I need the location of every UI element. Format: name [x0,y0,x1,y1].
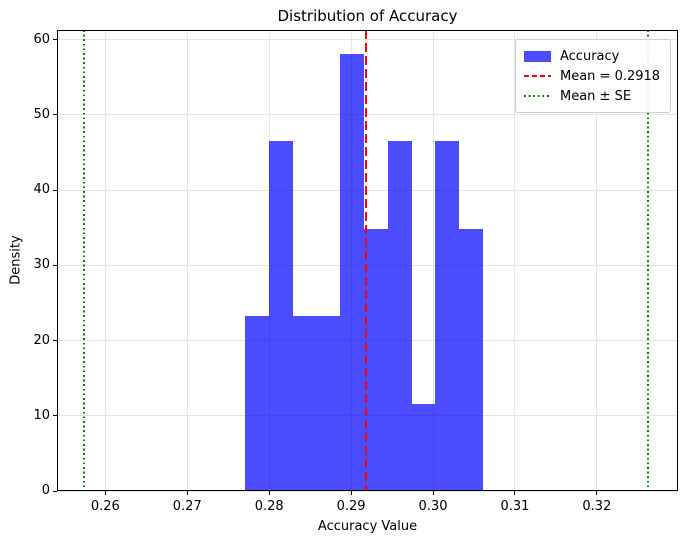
x-tick [432,491,434,495]
legend-swatch-accuracy-icon [524,50,551,62]
x-tick-label: 0.29 [336,499,366,514]
x-gridline [514,30,516,491]
histogram-bar [340,53,365,491]
y-tick [53,340,57,342]
y-gridline [57,189,678,191]
y-tick-label: 30 [33,257,50,273]
histogram-bar [245,316,270,491]
y-tick [53,490,57,492]
histogram-bar [459,228,483,491]
histogram-bar [387,141,412,491]
legend-entry-accuracy: Accuracy [524,46,660,66]
x-gridline [596,30,598,491]
legend-entry-mean: Mean = 0.2918 [524,66,660,86]
legend-dotted-line-icon [524,95,551,97]
y-tick [53,39,57,41]
x-tick [350,491,352,495]
x-tick [514,491,516,495]
y-tick-label: 60 [33,31,50,47]
se-line [83,30,86,491]
legend-entry-se: Mean ± SE [524,86,660,106]
legend-label: Mean = 0.2918 [560,68,661,84]
x-tick [596,491,598,495]
legend-label: Mean ± SE [560,88,632,104]
x-tick [186,491,188,495]
x-tick-label: 0.26 [90,499,120,514]
y-gridline [57,490,678,492]
y-tick-label: 20 [33,332,50,348]
y-tick [53,114,57,116]
histogram-bar [269,141,293,491]
histogram-bar [292,316,317,491]
y-tick-label: 50 [33,106,50,122]
x-axis-label: Accuracy Value [317,519,418,534]
legend: Accuracy Mean = 0.2918 Mean ± SE [515,39,672,113]
x-tick-label: 0.30 [418,499,448,514]
x-tick-label: 0.32 [582,499,612,514]
y-tick-label: 0 [41,483,50,498]
x-tick-label: 0.31 [500,499,530,514]
legend-dashed-line-icon [524,75,551,77]
y-tick [53,264,57,266]
x-gridline [104,30,106,491]
mean-line [364,30,367,491]
x-tick [104,491,106,495]
y-tick [53,415,57,417]
y-tick-label: 10 [33,407,50,423]
x-gridline [432,30,434,491]
y-tick [53,189,57,191]
histogram-bar [435,141,460,491]
x-gridline [186,30,188,491]
x-tick-label: 0.27 [172,499,202,514]
y-tick-label: 40 [33,182,50,198]
x-tick-label: 0.28 [254,499,284,514]
chart-title: Distribution of Accuracy [277,7,458,25]
legend-label: Accuracy [560,48,620,64]
histogram-bar [364,228,388,491]
histogram-bar [411,403,436,491]
y-gridline [57,114,678,116]
se-line [646,30,649,491]
x-tick [268,491,270,495]
y-gridline [57,39,678,41]
histogram-bar [316,316,341,491]
